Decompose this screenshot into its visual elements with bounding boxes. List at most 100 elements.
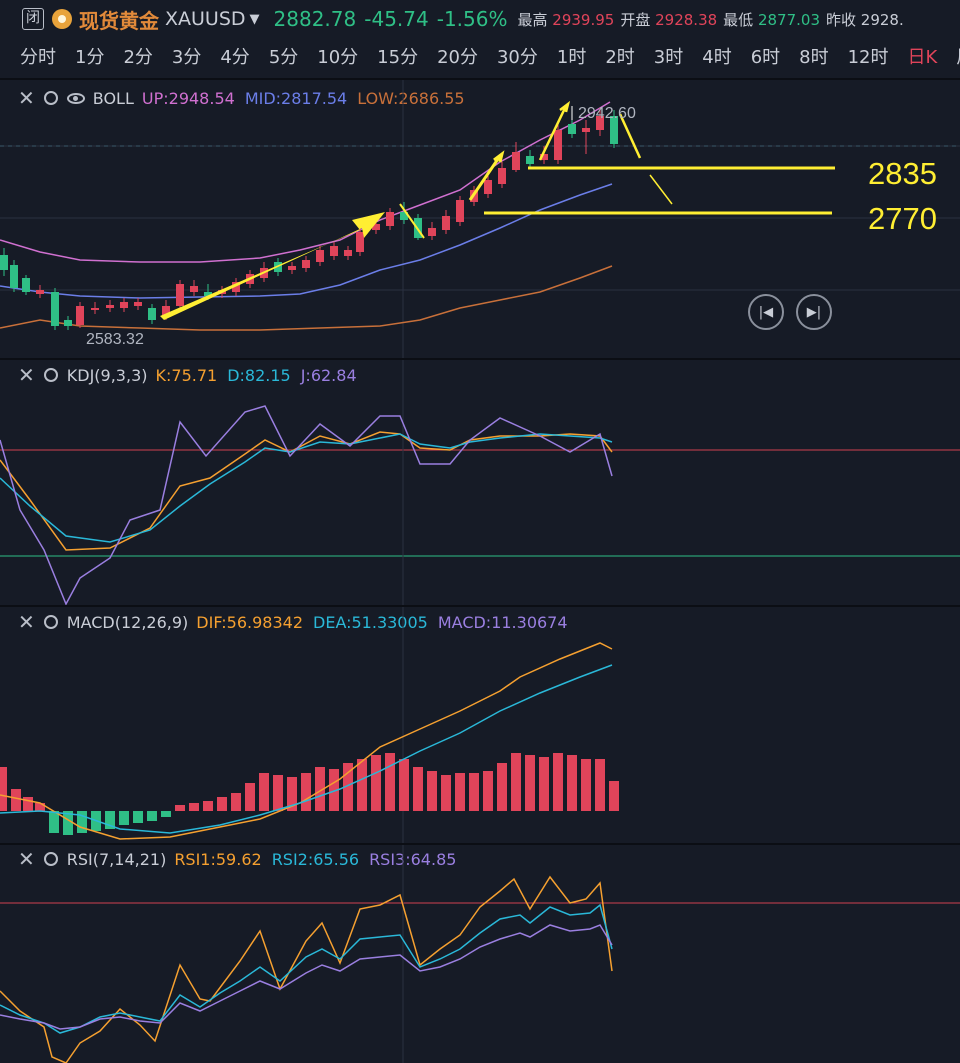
candle-body <box>400 212 408 220</box>
macd-chart[interactable] <box>0 607 960 843</box>
tab-period[interactable]: 3分 <box>171 47 202 68</box>
eye-icon[interactable] <box>66 92 85 104</box>
close-icon[interactable]: ✕ <box>18 86 35 110</box>
indicator-name: RSI(7,14,21) <box>66 849 167 869</box>
macd-dif-line <box>0 642 613 840</box>
gear-icon[interactable] <box>43 852 58 866</box>
kdj-chart[interactable] <box>0 360 960 605</box>
divider <box>0 843 960 845</box>
tab-period[interactable]: 30分 <box>496 47 538 68</box>
rsi-chart[interactable] <box>0 845 960 1063</box>
close-icon[interactable]: ✕ <box>18 610 35 634</box>
symbol-code[interactable]: XAUUSD <box>165 8 246 30</box>
level-label-upper: 2835 <box>868 156 937 191</box>
macd-histogram-bar <box>483 771 493 811</box>
min-price-label: 2583.32 <box>86 331 144 348</box>
tab-period[interactable]: 6时 <box>750 47 781 68</box>
tab-period[interactable]: 20分 <box>437 47 478 68</box>
candle-body <box>120 302 128 308</box>
tab-period[interactable]: 12时 <box>847 47 889 68</box>
tab-period[interactable]: 4时 <box>702 47 732 68</box>
candle-body <box>302 260 310 268</box>
last-price: 2882.78 <box>273 7 357 31</box>
macd-dif-value: DIF:56.98342 <box>196 612 304 632</box>
gear-icon[interactable] <box>43 91 58 105</box>
kdj-j-line <box>0 405 613 605</box>
macd-histogram-bar <box>525 755 535 811</box>
boll-legend: ✕ BOLL UP:2948.54 MID:2817.54 LOW:2686.5… <box>18 88 475 108</box>
candle-body <box>22 278 30 292</box>
macd-histogram-bar <box>35 803 45 811</box>
symbol-name[interactable]: 现货黄金 <box>79 8 159 33</box>
price-change: -45.74 <box>364 7 429 31</box>
macd-histogram-bar <box>595 759 605 811</box>
candle-body <box>36 290 44 294</box>
kdj-j-value: J:62.84 <box>300 365 357 385</box>
period-tabs: 分时 1分 2分 3分 4分 5分 10分 15分 20分 30分 1时 2时 … <box>0 40 960 72</box>
rsi3-value: RSI3:64.85 <box>369 849 457 869</box>
macd-histogram-bar <box>273 775 283 811</box>
macd-histogram-bar <box>539 757 549 811</box>
trend-arrow <box>160 212 385 320</box>
tab-period[interactable]: 周K <box>956 43 960 69</box>
tab-period[interactable]: 2时 <box>605 47 635 68</box>
candle-body <box>204 292 212 296</box>
level-label-lower: 2770 <box>868 201 937 236</box>
candlestick-chart[interactable]: 2942.60 2583.32 <box>0 80 960 358</box>
kdj-d-line <box>0 433 613 543</box>
prev-close-stat: 昨收 2928. <box>825 10 904 29</box>
gear-icon[interactable] <box>43 368 58 382</box>
macd-legend: ✕ MACD(12,26,9) DIF:56.98342 DEA:51.3300… <box>18 612 578 632</box>
previous-icon[interactable]: |◀ <box>748 294 784 330</box>
divider <box>0 78 960 80</box>
macd-dea-line <box>0 664 613 834</box>
tab-period[interactable]: 3时 <box>653 47 684 68</box>
low-stat: 最低 2877.03 <box>723 10 820 29</box>
close-icon[interactable]: ✕ <box>18 363 35 387</box>
kdj-k-value: K:75.71 <box>155 365 218 385</box>
macd-histogram-bar <box>329 769 339 811</box>
close-icon[interactable]: ✕ <box>18 847 35 871</box>
candle-body <box>582 128 590 132</box>
tab-period[interactable]: 2分 <box>123 47 153 68</box>
tab-period[interactable]: 15分 <box>377 47 419 68</box>
macd-histogram-bar <box>77 811 87 833</box>
macd-hist-value: MACD:11.30674 <box>437 612 568 632</box>
rsi-legend: ✕ RSI(7,14,21) RSI1:59.62 RSI2:65.56 RSI… <box>18 849 466 869</box>
candle-body <box>162 306 170 316</box>
macd-histogram-bar <box>217 797 227 811</box>
macd-histogram-bar <box>581 759 591 811</box>
tab-period[interactable]: 5分 <box>268 47 299 68</box>
close-market-badge: 闭 <box>22 8 44 30</box>
candle-body <box>386 212 394 226</box>
indicator-name: BOLL <box>92 88 134 108</box>
macd-histogram-bar <box>357 759 367 811</box>
tab-period[interactable]: 1分 <box>75 47 105 68</box>
macd-histogram-bar <box>497 763 507 811</box>
candle-body <box>91 308 99 310</box>
next-icon[interactable]: ▶| <box>796 294 832 330</box>
chevron-down-icon[interactable]: ▼ <box>249 11 260 27</box>
candle-body <box>316 250 324 262</box>
tab-period[interactable]: 10分 <box>317 47 359 68</box>
macd-histogram-bar <box>0 767 7 811</box>
candle-body <box>330 246 338 256</box>
macd-histogram-bar <box>133 811 143 823</box>
candle-body <box>51 292 59 326</box>
tab-period[interactable]: 分时 <box>20 47 56 68</box>
tab-period-active[interactable]: 日K <box>907 47 938 68</box>
candle-body <box>526 156 534 164</box>
tab-period[interactable]: 4分 <box>220 47 250 68</box>
max-price-label: 2942.60 <box>578 105 636 122</box>
tab-period[interactable]: 1时 <box>556 47 587 68</box>
macd-histogram-bar <box>175 805 185 811</box>
macd-histogram-bar <box>441 775 451 811</box>
candle-body <box>190 286 198 292</box>
boll-low-line <box>0 265 613 331</box>
macd-histogram-bar <box>11 789 21 811</box>
gear-icon[interactable] <box>43 615 58 629</box>
candle-body <box>456 200 464 222</box>
rsi2-value: RSI2:65.56 <box>271 849 360 869</box>
trend-arrow <box>538 100 571 161</box>
tab-period[interactable]: 8时 <box>799 47 829 68</box>
